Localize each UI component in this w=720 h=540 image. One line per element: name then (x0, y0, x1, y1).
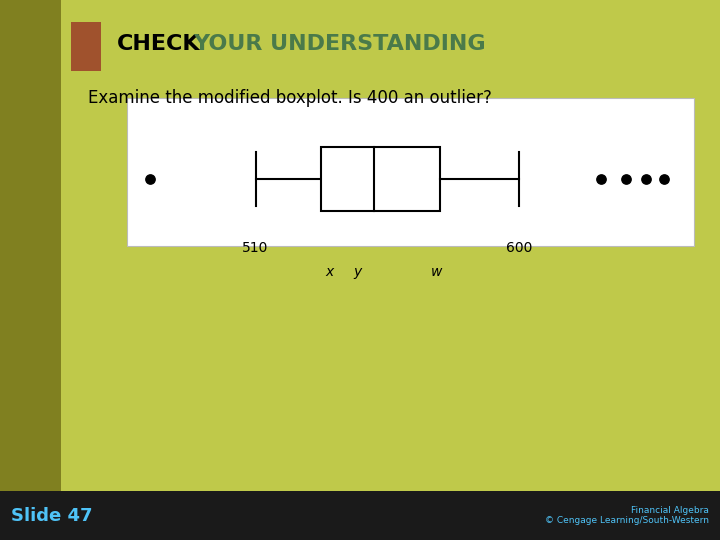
Text: x: x (325, 265, 333, 279)
Text: 510: 510 (243, 241, 269, 255)
Text: YOUR UNDERSTANDING: YOUR UNDERSTANDING (193, 34, 485, 54)
Point (145, 175, 156, 184)
Text: Financial Algebra
© Cengage Learning/South-Western: Financial Algebra © Cengage Learning/Sou… (545, 506, 709, 525)
Text: CHECK: CHECK (117, 34, 201, 54)
Text: y: y (354, 265, 361, 279)
Point (641, 175, 652, 184)
Point (621, 175, 632, 184)
Point (595, 175, 607, 184)
Point (658, 175, 670, 184)
Bar (127, 98, 693, 246)
Bar (71, 22, 101, 71)
Text: Examine the modified boxplot. Is 400 an outlier?: Examine the modified boxplot. Is 400 an … (88, 89, 492, 107)
Text: w: w (431, 265, 442, 279)
Text: Slide 47: Slide 47 (11, 507, 92, 525)
Text: 600: 600 (506, 241, 532, 255)
Bar (321, 147, 440, 211)
